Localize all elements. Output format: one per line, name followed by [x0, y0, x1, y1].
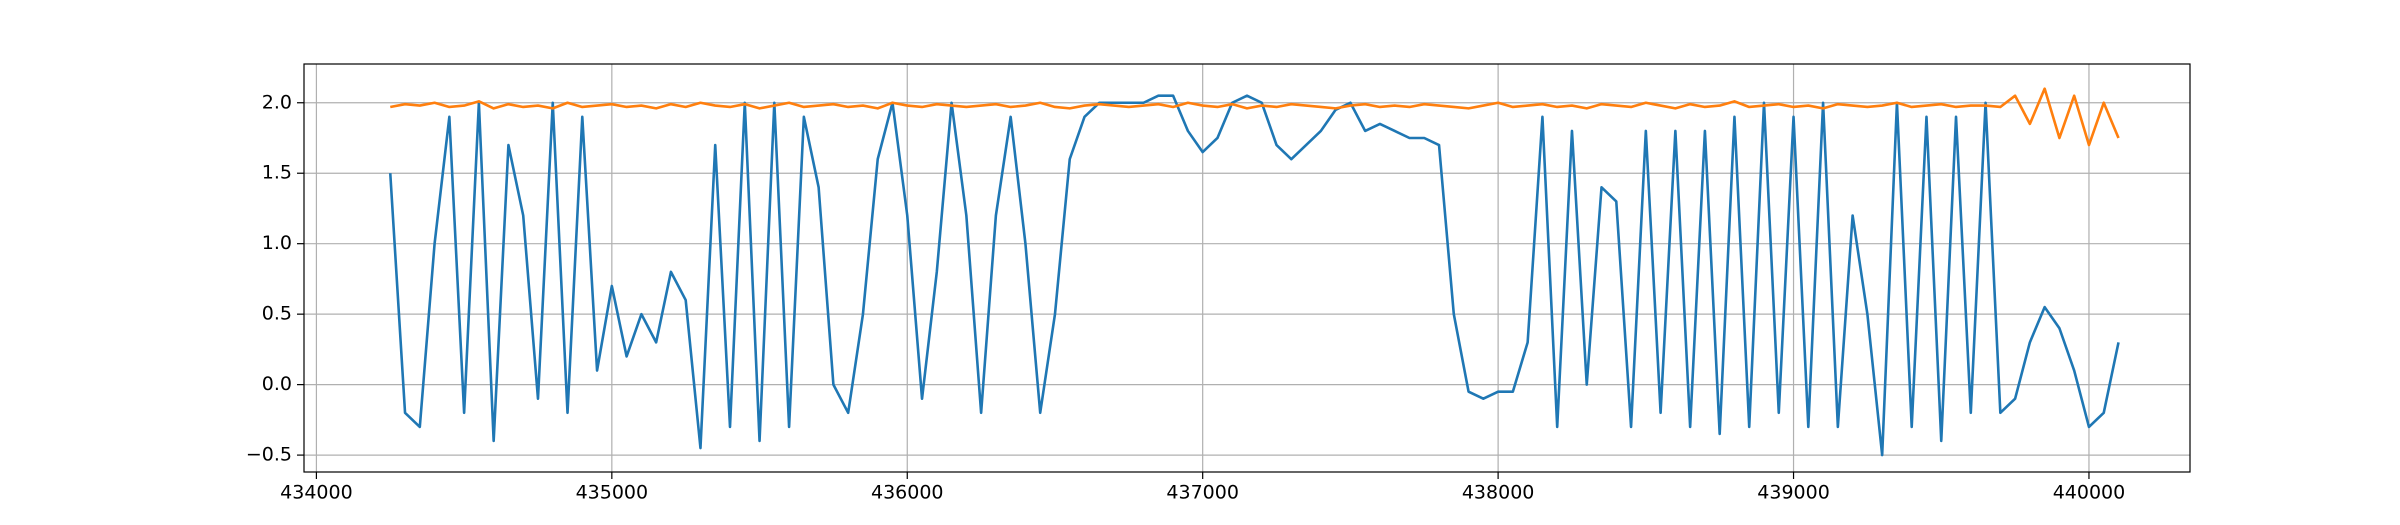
y-tick-label: 1.0 — [262, 232, 292, 254]
y-tick-label: 0.5 — [262, 303, 292, 325]
y-tick-label: 0.0 — [262, 373, 292, 395]
x-tick-label: 435000 — [576, 482, 649, 504]
y-tick-label: −0.5 — [246, 444, 292, 466]
x-tick-label: 434000 — [280, 482, 353, 504]
line-series — [390, 87, 2120, 147]
axes-frame — [303, 63, 2191, 473]
x-tick-label: 437000 — [1166, 482, 1239, 504]
x-tick-label: 436000 — [871, 482, 944, 504]
x-tick-label: 439000 — [1757, 482, 1830, 504]
y-tick-label: 1.5 — [262, 162, 292, 184]
line-series — [388, 94, 2120, 457]
x-tick-label: 438000 — [1462, 482, 1535, 504]
y-tick-label: 2.0 — [262, 91, 292, 113]
x-tick-label: 440000 — [2053, 482, 2126, 504]
